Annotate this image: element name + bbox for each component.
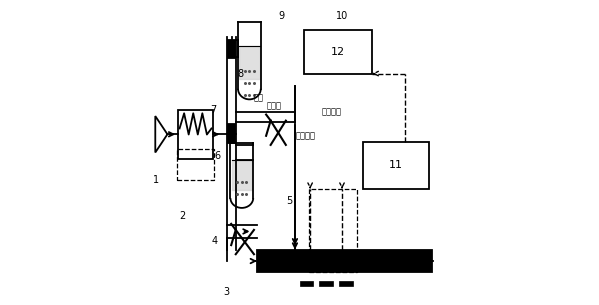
Text: 11: 11: [389, 160, 403, 170]
Text: 10: 10: [336, 11, 348, 21]
Text: 2: 2: [180, 211, 186, 221]
Bar: [228, 124, 235, 143]
Text: 12: 12: [331, 47, 345, 56]
Text: 体细胞: 体细胞: [266, 101, 281, 110]
Bar: [319, 281, 333, 286]
Bar: [228, 40, 235, 58]
Bar: [339, 281, 353, 286]
Text: 4: 4: [211, 235, 217, 246]
Bar: [304, 30, 373, 74]
Text: 硅油: 硅油: [253, 93, 264, 102]
Text: 9: 9: [278, 11, 285, 21]
Text: 3: 3: [223, 287, 229, 297]
Text: 5: 5: [286, 196, 292, 206]
Text: 6: 6: [214, 151, 220, 160]
Text: 1: 1: [153, 175, 159, 185]
Bar: [257, 250, 431, 272]
Text: 8: 8: [237, 69, 243, 79]
Bar: [363, 142, 428, 189]
Text: 7: 7: [210, 105, 216, 115]
Bar: [308, 189, 357, 272]
Bar: [178, 110, 213, 159]
Text: 牛奶液滴: 牛奶液滴: [322, 107, 341, 116]
Bar: [300, 281, 313, 286]
Text: 牛奶溶液: 牛奶溶液: [295, 131, 316, 140]
Bar: [177, 149, 214, 180]
